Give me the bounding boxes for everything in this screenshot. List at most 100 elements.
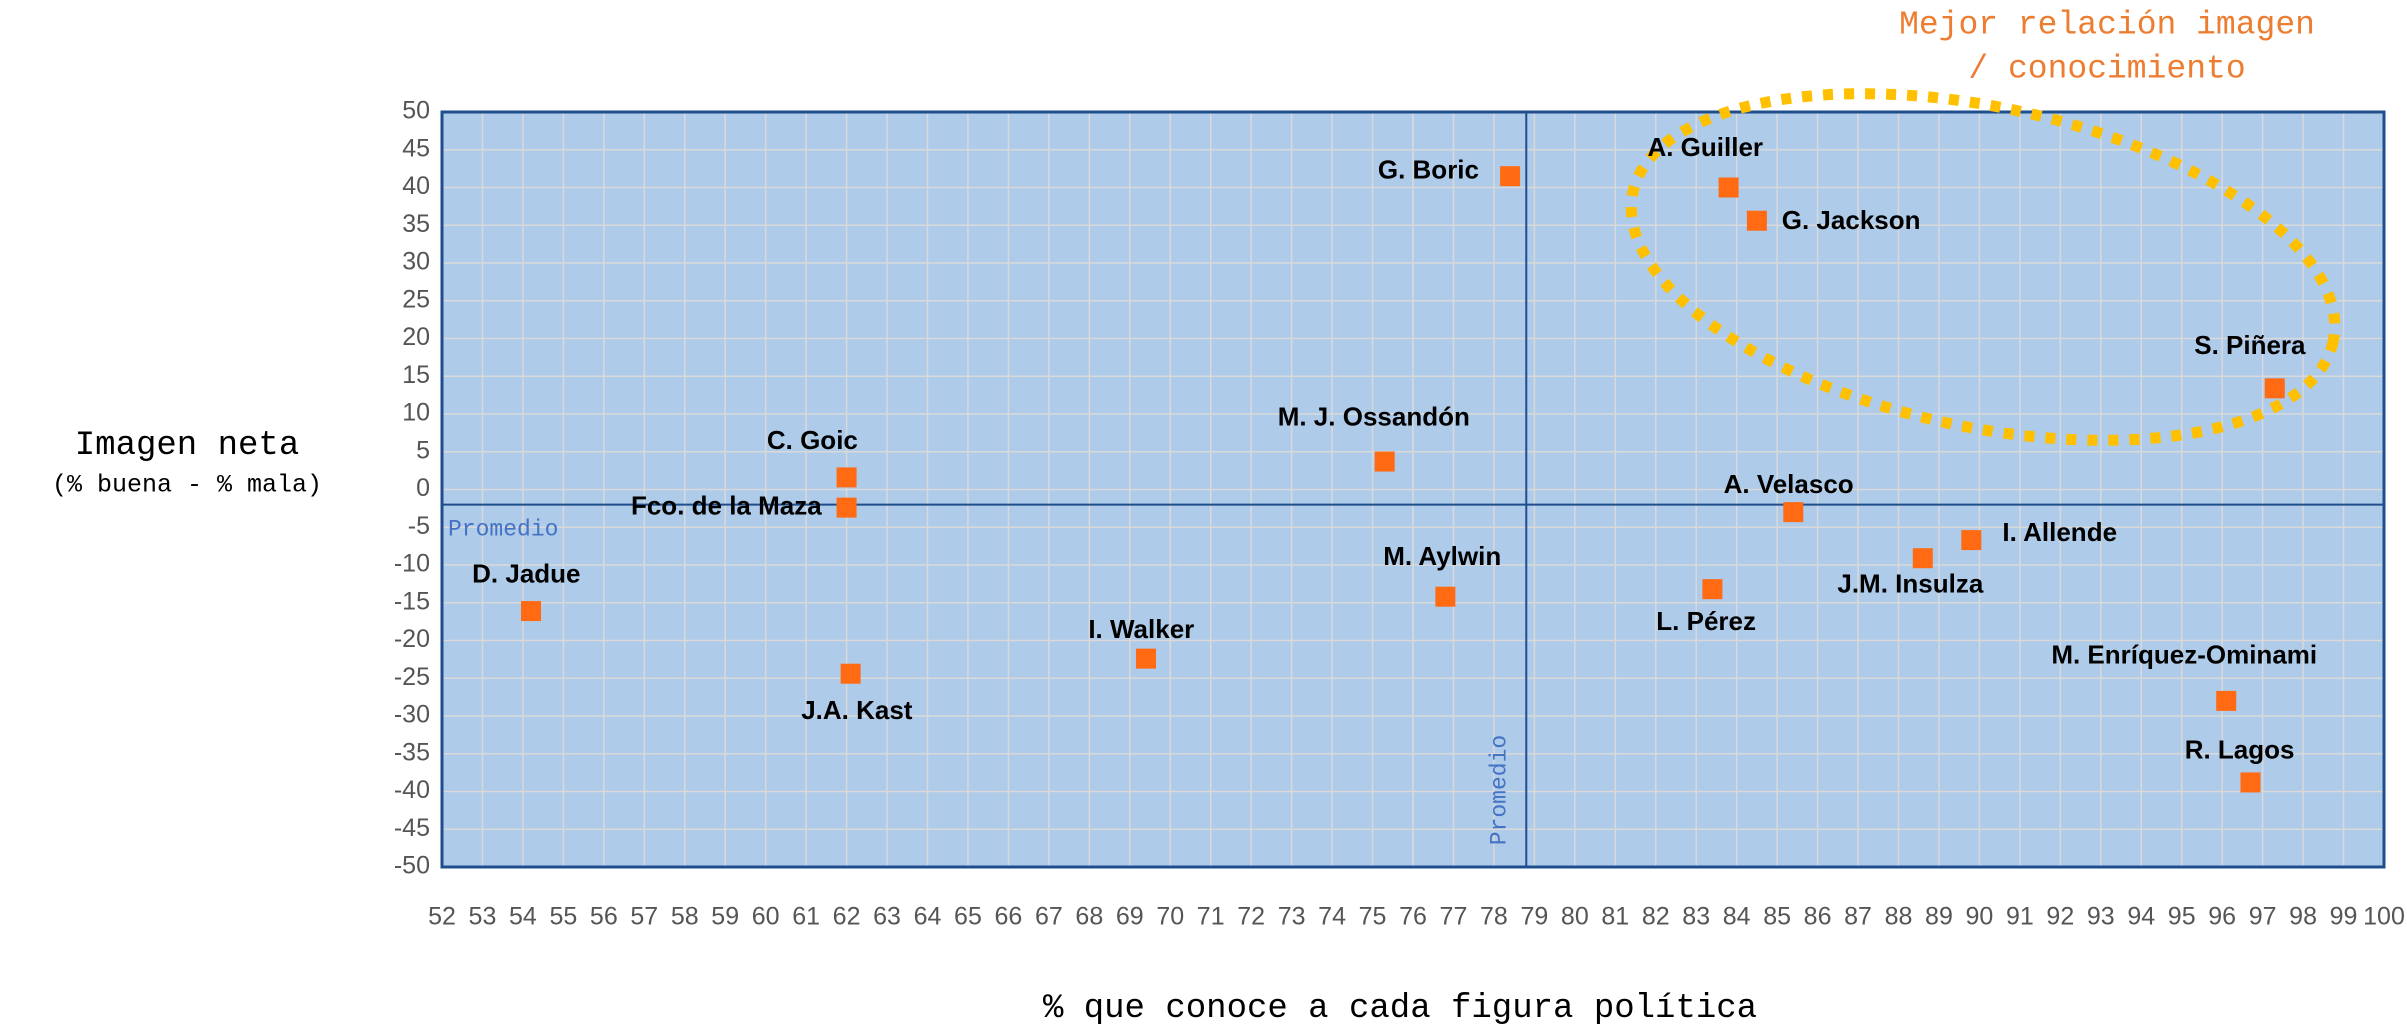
x-tick-label: 91 [2006,903,2034,931]
annotation: / conocimiento [1968,51,2245,88]
x-tick-label: 84 [1723,903,1751,931]
point-label: G. Jackson [1782,205,1921,235]
point-label: A. Guiller [1647,132,1763,162]
x-tick-label: 69 [1116,903,1144,931]
x-tick-label: 76 [1399,903,1427,931]
x-tick-label: 63 [873,903,901,931]
point [1374,451,1395,472]
x-tick-label: 87 [1844,903,1872,931]
x-tick-label: 99 [2330,903,2358,931]
point-label: R. Lagos [2185,735,2295,765]
x-tick-label: 71 [1197,903,1225,931]
average-label: Promedio [448,517,558,543]
x-tick-label: 54 [509,903,537,931]
y-tick-label: 15 [402,361,430,389]
x-tick-label: 89 [1925,903,1953,931]
x-tick-label: 73 [1278,903,1306,931]
x-tick-label: 65 [954,903,982,931]
point-label: Fco. de la Maza [631,490,822,520]
y-tick-label: 50 [402,97,430,125]
x-tick-label: 52 [428,903,456,931]
y-tick-label: -35 [394,738,430,766]
y-tick-label: -5 [408,512,430,540]
point [1435,586,1456,607]
y-tick-label: -40 [394,776,430,804]
point [1135,648,1156,669]
point [2240,772,2261,793]
x-tick-label: 81 [1601,903,1629,931]
x-tick-label: 59 [711,903,739,931]
x-tick-label: 88 [1885,903,1913,931]
x-tick-label: 92 [2046,903,2074,931]
x-tick-label: 60 [752,903,780,931]
x-tick-label: 86 [1804,903,1832,931]
annotation: Mejor relación imagen [1899,7,2315,44]
x-tick-label: 97 [2249,903,2277,931]
point-label: I. Allende [2002,517,2117,547]
x-tick-label: 79 [1520,903,1548,931]
x-tick-label: 58 [671,903,699,931]
point-label: M. Aylwin [1383,541,1501,571]
y-axis-title: Imagen neta [75,427,299,465]
point [840,663,861,684]
y-tick-label: 10 [402,399,430,427]
x-tick-label: 70 [1156,903,1184,931]
y-tick-label: 30 [402,248,430,276]
y-tick-label: 45 [402,134,430,162]
average-label: Promedio [1486,735,1512,845]
point-label: S. Piñera [2194,330,2306,360]
x-tick-label: 64 [914,903,942,931]
point [1702,579,1723,600]
x-tick-label: 61 [792,903,820,931]
point-label: J.M. Insulza [1837,569,1983,599]
point [1912,548,1933,569]
point [836,467,857,488]
x-axis-title: % que conoce a cada figura política [1043,990,1757,1028]
y-tick-label: -20 [394,625,430,653]
y-tick-label: -15 [394,587,430,615]
point-label: L. Pérez [1656,606,1756,636]
point-label: M. J. Ossandón [1278,401,1470,431]
x-tick-label: 57 [630,903,658,931]
point [2216,690,2237,711]
y-tick-label: 35 [402,210,430,238]
x-tick-label: 82 [1642,903,1670,931]
y-axis-title: (% buena - % mala) [52,471,322,500]
x-tick-label: 53 [469,903,497,931]
point [1783,502,1804,523]
x-tick-label: 90 [1966,903,1994,931]
point [521,601,542,622]
point-label: J.A. Kast [801,695,913,725]
point-label: I. Walker [1088,614,1194,644]
x-tick-label: 67 [1035,903,1063,931]
y-tick-label: 40 [402,172,430,200]
point [1718,177,1739,198]
x-tick-label: 77 [1440,903,1468,931]
x-tick-label: 72 [1237,903,1265,931]
x-tick-label: 78 [1480,903,1508,931]
x-tick-label: 55 [549,903,577,931]
point-label: D. Jadue [472,559,580,589]
point [1961,530,1982,551]
y-tick-label: 25 [402,285,430,313]
y-tick-label: -10 [394,550,430,578]
point [2264,378,2285,399]
x-tick-label: 93 [2087,903,2115,931]
y-tick-label: -25 [394,663,430,691]
y-tick-label: 0 [416,474,430,502]
point [836,497,857,518]
x-tick-label: 100 [2363,903,2405,931]
point [1746,210,1767,231]
x-tick-label: 56 [590,903,618,931]
point [1500,166,1521,187]
x-tick-label: 94 [2127,903,2155,931]
x-tick-label: 95 [2168,903,2196,931]
x-tick-label: 75 [1359,903,1387,931]
x-tick-label: 80 [1561,903,1589,931]
x-tick-label: 68 [1075,903,1103,931]
x-tick-label: 96 [2208,903,2236,931]
point-label: M. Enríquez-Ominami [2051,639,2317,669]
x-tick-label: 83 [1682,903,1710,931]
y-tick-label: -45 [394,814,430,842]
